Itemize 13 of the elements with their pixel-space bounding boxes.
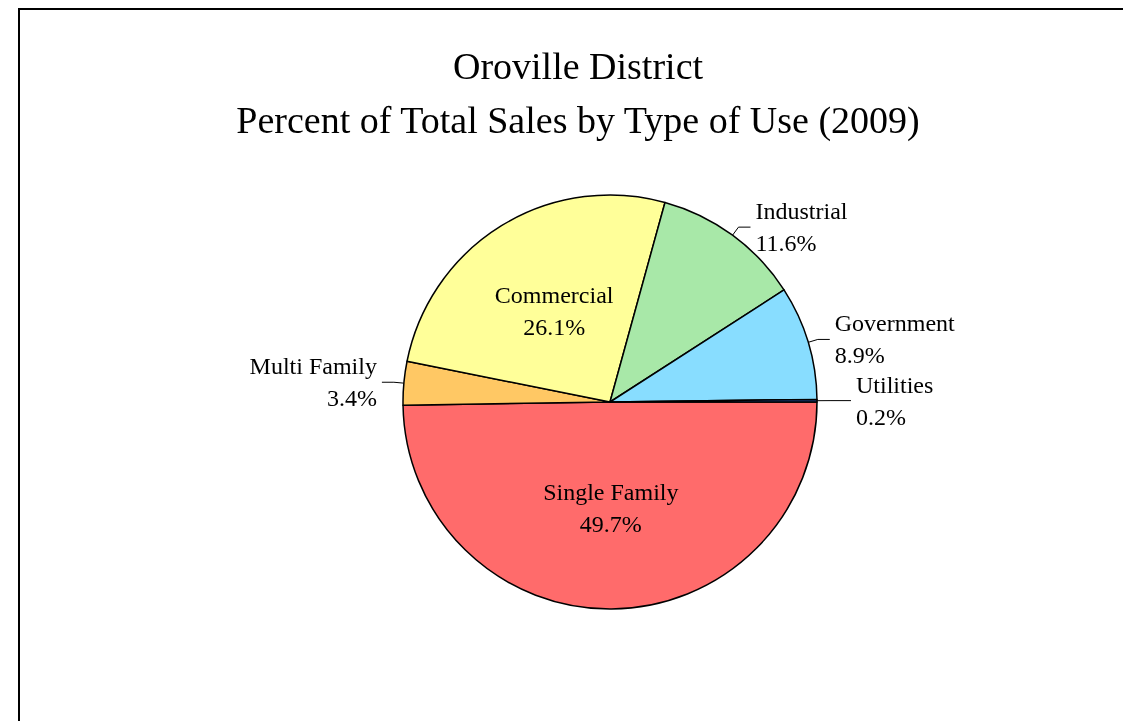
- slice-label: Industrial: [755, 198, 848, 225]
- data-label: 11.6%: [755, 230, 817, 257]
- data-label: 49.7%: [579, 511, 642, 538]
- slice-label: Utilities: [856, 371, 934, 398]
- data-label: 8.9%: [834, 342, 885, 369]
- slice-label: Government: [834, 310, 956, 337]
- data-label: 0.2%: [856, 403, 906, 430]
- slice-label: Commercial: [494, 282, 614, 309]
- data-label: 3.4%: [326, 385, 377, 412]
- slice-label: Single Family: [543, 479, 679, 506]
- data-label: 26.1%: [523, 314, 586, 341]
- slice-label: Multi Family: [249, 353, 377, 380]
- chart-title: Oroville District Percent of Total Sales by Type of Use (2009): [236, 45, 920, 142]
